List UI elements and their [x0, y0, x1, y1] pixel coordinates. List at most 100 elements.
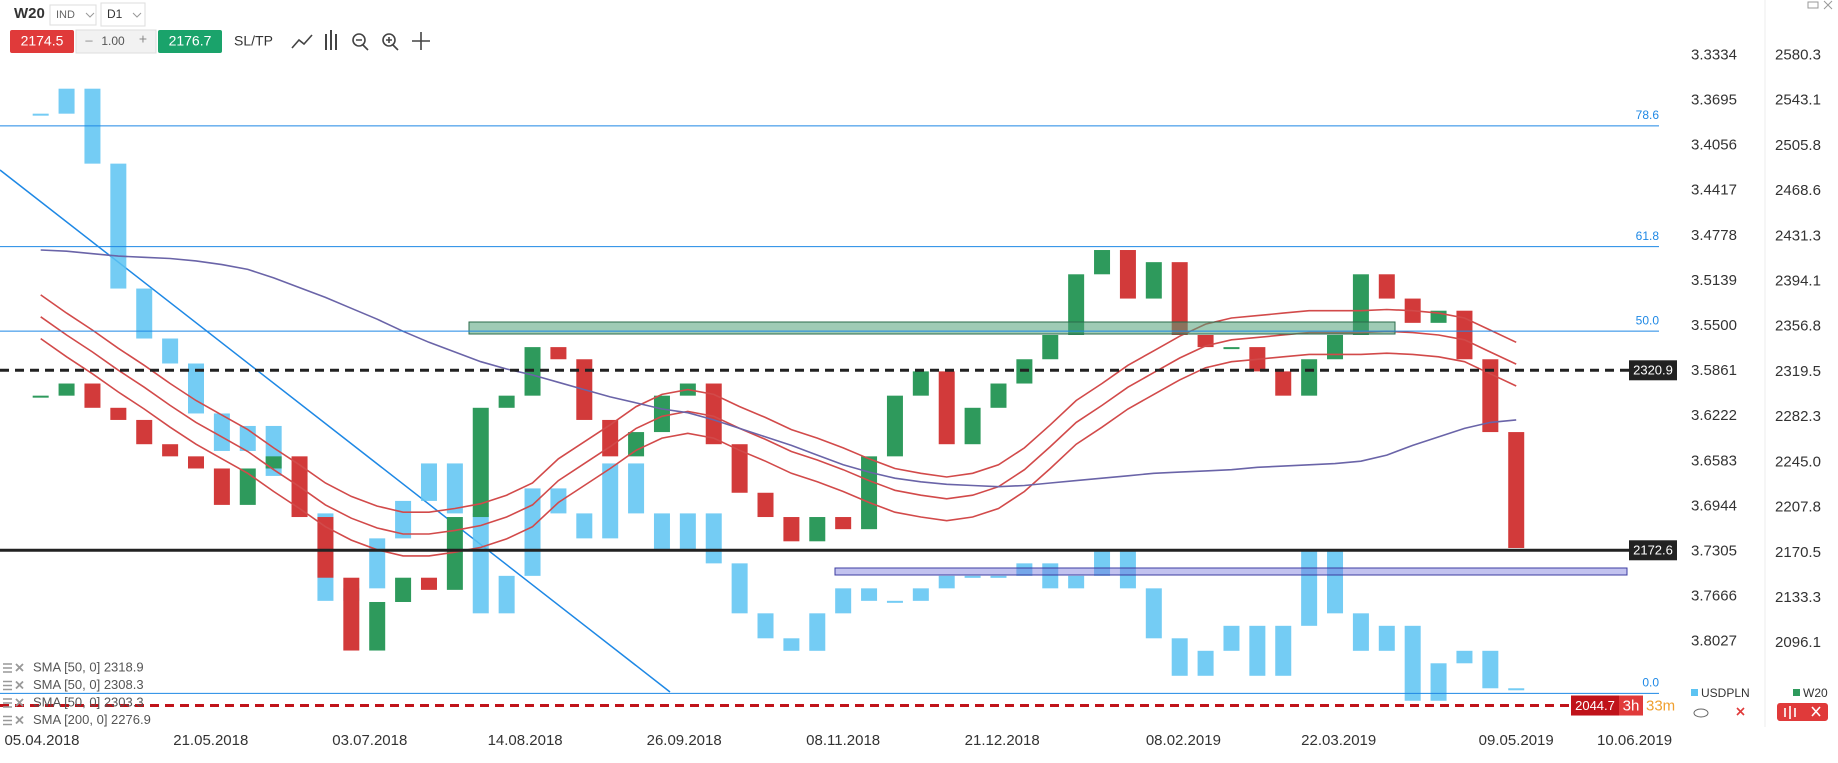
toolbar: W20 IND D1 2174.5 – 1.00 + 2176.7 SL/TP [10, 2, 430, 54]
candle [679, 513, 696, 551]
y-tick-label: 2170.5 [1775, 544, 1821, 561]
sma-line [40, 316, 1517, 535]
candle [472, 513, 489, 614]
resistance-zone [468, 321, 1396, 335]
candle [498, 395, 515, 408]
fib-label: 78.6 [1636, 108, 1660, 122]
sma-line [40, 337, 1517, 557]
candle [1119, 550, 1136, 589]
y2-tick-label: 3.6944 [1691, 497, 1737, 514]
legend-remove[interactable] [15, 663, 24, 672]
candle [1352, 613, 1369, 651]
timeframe-select[interactable] [100, 2, 146, 27]
y-tick-label: 2431.3 [1775, 227, 1821, 244]
legend-swatch [1691, 689, 1698, 696]
candle [162, 338, 179, 364]
candle [783, 517, 800, 542]
candle [265, 456, 282, 469]
candle [653, 395, 670, 433]
sell-button[interactable] [10, 30, 74, 53]
x-tick-label: 26.09.2018 [647, 732, 722, 749]
candle [550, 347, 567, 360]
candle [213, 468, 230, 505]
y2-tick-label: 3.8027 [1691, 633, 1737, 650]
market-select[interactable] [49, 4, 97, 26]
sltp-button[interactable]: SL/TP [234, 33, 273, 49]
buy-button[interactable] [158, 30, 222, 53]
line-tool-icon[interactable] [291, 34, 313, 49]
y2-tick-label: 3.3695 [1691, 92, 1737, 109]
candle [1352, 274, 1369, 335]
candle [964, 575, 981, 578]
y2-tick-label: 3.4417 [1691, 182, 1737, 199]
volume-minus[interactable]: – [85, 32, 93, 47]
legend-remove[interactable] [15, 698, 24, 707]
price-label: 2172.6 [1633, 543, 1673, 558]
y2-tick-label: 3.4778 [1691, 227, 1737, 244]
candle-type-icon[interactable] [325, 30, 337, 50]
visibility-icon[interactable] [1693, 708, 1709, 718]
y2-tick-label: 3.4056 [1691, 137, 1737, 154]
crosshair-icon[interactable] [412, 32, 430, 50]
sell-price: 2174.5 [21, 33, 64, 49]
candle [1171, 638, 1188, 676]
y-tick-label: 2245.0 [1775, 453, 1821, 470]
candle [524, 488, 541, 576]
candle [886, 600, 903, 603]
candle [1378, 625, 1395, 651]
sma-line [40, 249, 1517, 488]
candle [705, 513, 722, 564]
price-label: 2044.7 [1575, 698, 1615, 713]
candle [110, 163, 127, 289]
zoom-in-icon[interactable] [382, 33, 396, 47]
legend-icon [3, 715, 12, 726]
y2-tick-label: 3.5861 [1691, 362, 1737, 379]
candle [1378, 274, 1395, 299]
legend-swatch [1793, 689, 1800, 696]
y-tick-label: 2096.1 [1775, 634, 1821, 651]
candle [1482, 650, 1499, 689]
minimize-icon[interactable] [1807, 1, 1819, 9]
legend-remove[interactable] [15, 680, 24, 690]
candle [136, 288, 153, 339]
remove-icon[interactable] [1736, 707, 1745, 716]
countdown-hours: 3h [1623, 697, 1640, 714]
candle [835, 517, 852, 530]
candle [835, 588, 852, 614]
candle [1223, 347, 1240, 350]
chevron [85, 12, 95, 18]
candle [1094, 550, 1111, 576]
candle [446, 517, 463, 590]
timeframe: D1 [107, 7, 123, 21]
x-tick-label: 22.03.2019 [1301, 732, 1376, 749]
candle [602, 419, 619, 457]
y2-tick-label: 3.6222 [1691, 407, 1737, 424]
y-tick-label: 2394.1 [1775, 272, 1821, 289]
candle [1327, 334, 1344, 360]
volume-plus[interactable]: + [139, 31, 147, 47]
plot-area [0, 88, 1525, 701]
candle [964, 407, 981, 445]
x-tick-label: 21.05.2018 [173, 732, 248, 749]
y2-tick-label: 3.3334 [1691, 46, 1737, 63]
legend-remove[interactable] [15, 715, 24, 725]
candle [58, 88, 75, 114]
legend-entry: SMA [200, 0] 2276.9 [33, 712, 151, 727]
x-tick-label: 08.02.2019 [1146, 732, 1221, 749]
candle [84, 383, 101, 408]
candle [886, 395, 903, 457]
y2-tick-label: 3.7666 [1691, 588, 1737, 605]
volume-box[interactable] [75, 29, 157, 54]
close-icon[interactable] [1823, 0, 1833, 10]
candle [446, 463, 463, 514]
candle [32, 395, 49, 398]
y-tick-label: 2319.5 [1775, 363, 1821, 380]
candle [1508, 688, 1525, 691]
candle [369, 601, 386, 651]
candle [1275, 625, 1292, 676]
candle [1197, 650, 1214, 676]
price-label-box [1629, 360, 1677, 381]
zoom-out-icon[interactable] [352, 33, 366, 47]
candle [1197, 334, 1214, 348]
